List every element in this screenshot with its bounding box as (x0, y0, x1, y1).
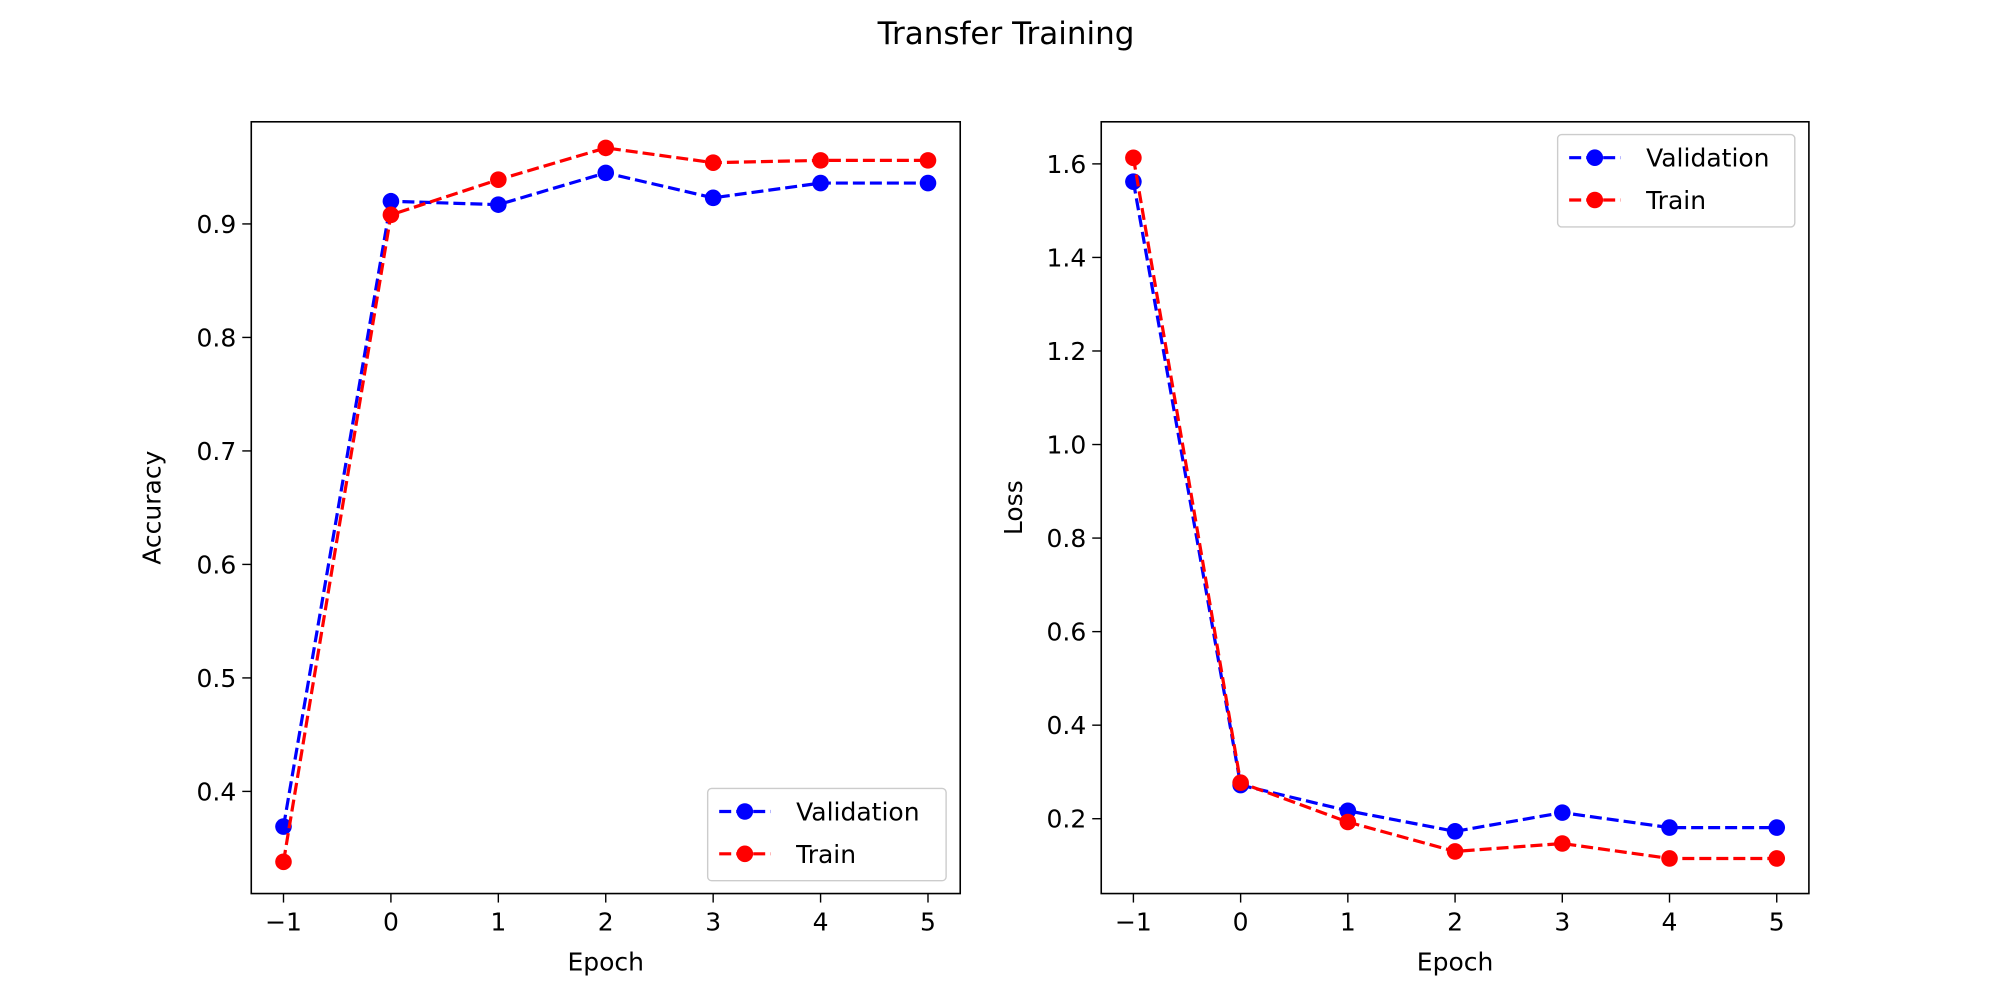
legend-marker-validation (736, 803, 754, 820)
x-tick-label: 4 (1662, 908, 1678, 937)
data-point-validation (919, 174, 937, 192)
data-point-train (1339, 813, 1357, 831)
x-tick-label: 3 (705, 908, 721, 937)
x-tick-label: −1 (1115, 908, 1152, 937)
x-axis-label: Epoch (1417, 948, 1494, 977)
data-point-validation (1768, 819, 1786, 836)
y-axis-label: Loss (999, 480, 1028, 535)
data-point-validation (490, 196, 507, 213)
data-point-train (704, 154, 722, 171)
legend-label: Train (1645, 186, 1706, 215)
y-tick-label: 0.8 (1046, 524, 1086, 553)
legend-label: Validation (796, 798, 919, 827)
data-point-train (1553, 835, 1571, 852)
y-tick-label: 0.4 (197, 777, 237, 806)
data-point-train (812, 152, 829, 169)
legend-box (706, 787, 947, 882)
x-tick-label: 3 (1554, 908, 1570, 937)
legend-marker-train (1586, 191, 1604, 209)
data-point-train (1232, 774, 1249, 792)
data-point-train (275, 853, 292, 871)
subplot-1: −1 0 1 2 3 4 5 0.4 0.5 0.6 0.7 0.8 0.9 Epoch Accuracy V… (137, 120, 962, 977)
legend: Validation Train (1556, 133, 1796, 228)
legend: Validation Train (706, 787, 947, 882)
plot-frame (1100, 120, 1810, 895)
x-tick-label: 5 (1769, 908, 1785, 937)
data-point-validation (1125, 173, 1142, 190)
y-tick-label: 0.7 (197, 437, 237, 466)
x-axis-label: Epoch (567, 948, 644, 977)
x-tick-label: 1 (1340, 908, 1356, 937)
data-point-validation (1553, 804, 1571, 821)
legend-label: Validation (1646, 144, 1769, 173)
y-tick-label: 0.4 (1046, 711, 1086, 740)
x-tick-label: 5 (920, 908, 936, 937)
data-point-train (1661, 850, 1678, 867)
legend-label: Train (795, 840, 856, 869)
data-point-validation (597, 164, 615, 182)
y-tick-label: 0.5 (197, 664, 237, 693)
y-axis-label: Accuracy (137, 450, 166, 564)
data-point-train (1446, 843, 1464, 860)
y-tick-label: 0.2 (1046, 805, 1086, 834)
data-point-train (919, 152, 937, 169)
data-point-train (1768, 850, 1786, 867)
x-tick-label: −1 (265, 908, 302, 937)
x-tick-label: 4 (813, 908, 829, 937)
data-point-train (597, 139, 615, 157)
data-point-train (382, 206, 400, 224)
data-point-train (490, 171, 507, 188)
figure-title: Transfer Training (877, 16, 1135, 52)
y-tick-label: 1.4 (1046, 243, 1086, 272)
y-tick-label: 0.6 (1046, 618, 1086, 647)
x-tick-label: 2 (1447, 908, 1463, 937)
legend-marker-validation (1586, 149, 1604, 166)
data-point-train (1125, 149, 1142, 167)
x-tick-label: 2 (598, 908, 614, 937)
data-point-validation (704, 189, 722, 207)
plot-frame (250, 120, 962, 895)
data-point-validation (275, 818, 292, 835)
y-tick-label: 1.6 (1046, 150, 1086, 179)
y-tick-label: 0.8 (197, 323, 237, 352)
data-point-validation (382, 192, 400, 210)
subplots: −1 0 1 2 3 4 5 0.4 0.5 0.6 0.7 0.8 0.9 Epoch Accuracy V… (137, 120, 1810, 977)
legend-box (1556, 133, 1796, 228)
y-tick-label: 1.2 (1046, 337, 1086, 366)
data-point-validation (1661, 819, 1678, 836)
x-tick-label: 0 (1233, 908, 1249, 937)
subplot-2: −1 0 1 2 3 4 5 0.2 0.4 0.6 0.8 1.0 1.2 1.4 1.6 Epoch Los… (999, 120, 1810, 977)
y-tick-label: 1.0 (1046, 431, 1086, 460)
x-tick-label: 0 (383, 908, 399, 937)
data-point-validation (1446, 823, 1464, 840)
y-tick-label: 0.9 (197, 210, 237, 239)
data-point-validation (812, 174, 829, 192)
y-tick-label: 0.6 (197, 550, 237, 579)
x-tick-label: 1 (490, 908, 506, 937)
legend-marker-train (736, 845, 754, 863)
